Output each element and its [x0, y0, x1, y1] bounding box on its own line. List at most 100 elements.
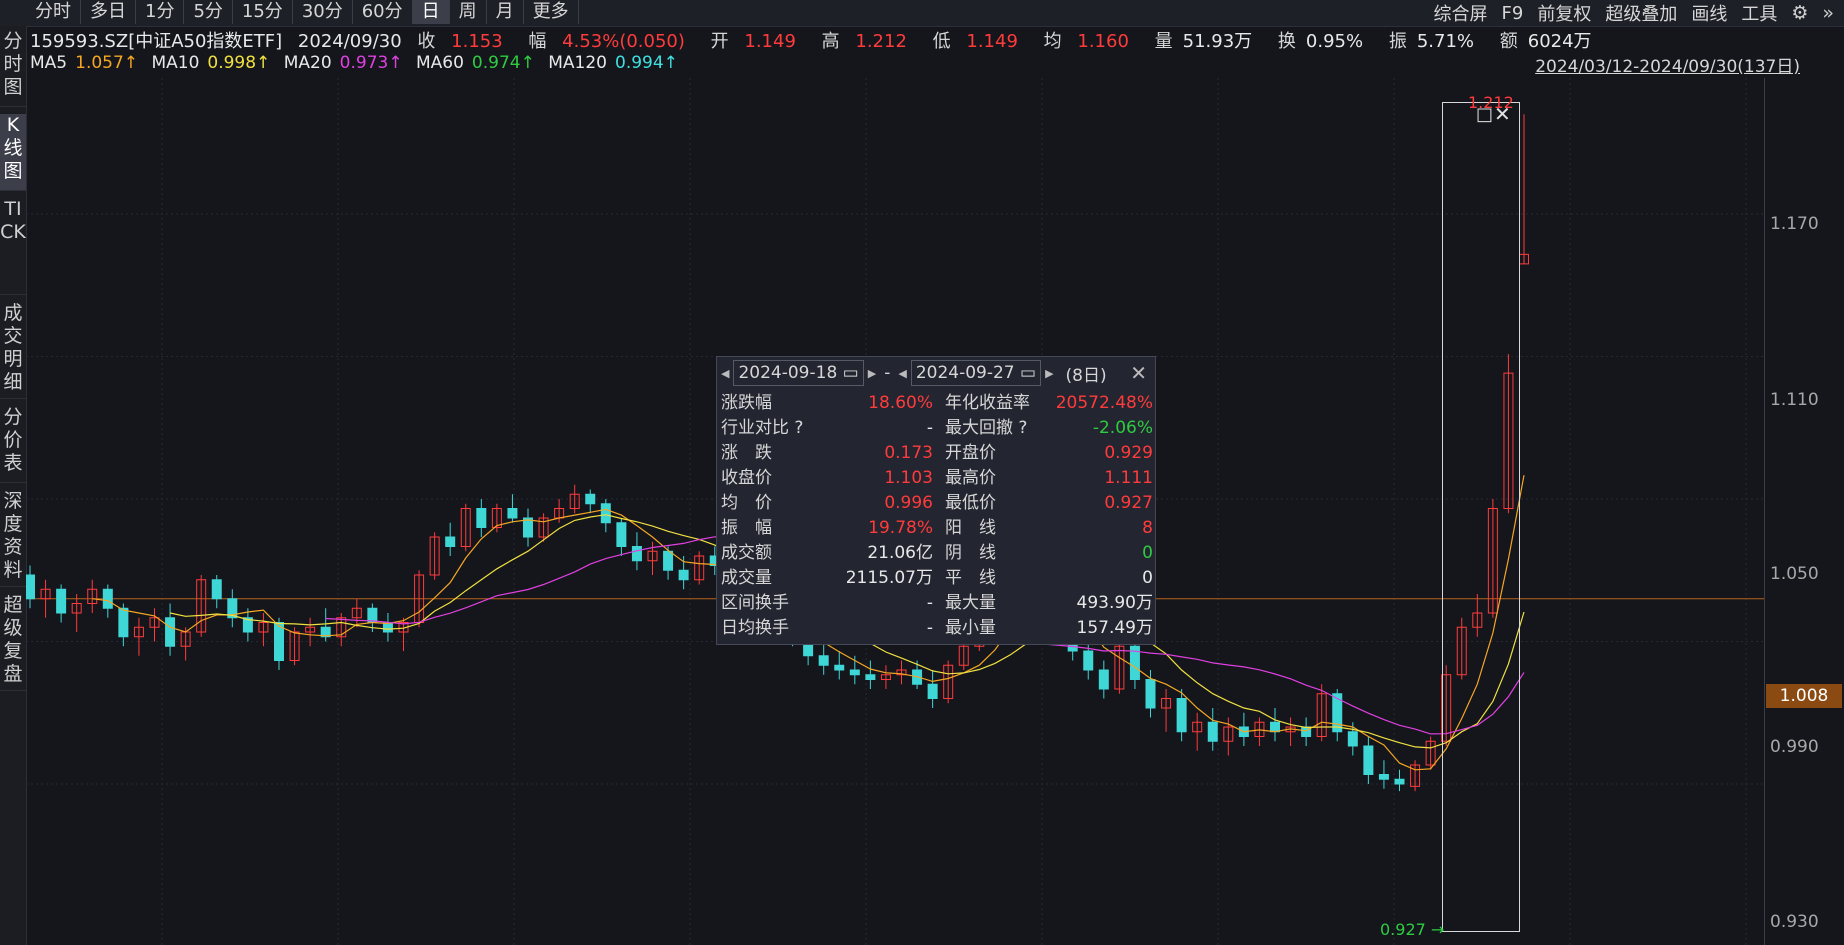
end-prev-icon[interactable]: ◀: [898, 366, 907, 380]
tab-5[interactable]: 30分: [293, 0, 353, 24]
tab-6[interactable]: 60分: [353, 0, 413, 24]
ma60-value: 0.974↑: [471, 53, 535, 73]
turnover-label: 换: [1277, 31, 1296, 52]
stats-row: 涨 跌 0.173 开盘价 0.929: [717, 441, 1155, 466]
candle-body: [1129, 645, 1140, 680]
end-date-field[interactable]: 2024-09-27 ▭: [910, 360, 1042, 386]
candle-body: [1347, 731, 1358, 747]
candle-body: [1176, 698, 1187, 733]
stat-label: 日均换手: [721, 618, 789, 638]
close-label: 收: [417, 31, 436, 52]
open-label: 开: [710, 31, 729, 52]
change-label: 幅: [528, 31, 547, 52]
close-icon[interactable]: ✕: [1494, 102, 1511, 126]
ma5-value: 1.057↑: [75, 53, 139, 73]
candle-body: [1425, 740, 1436, 766]
tab-10[interactable]: 更多: [524, 0, 579, 24]
period-tabs: 分时 多日 1分 5分 15分 30分 60分日周月更多: [26, 0, 579, 26]
tool-overlay[interactable]: 超级叠加: [1605, 4, 1678, 25]
candle-body: [1161, 698, 1172, 709]
sidebar-item-price-table[interactable]: 分价表: [0, 406, 26, 483]
stat-value: -2.06%: [1092, 418, 1153, 438]
candle-body: [865, 674, 876, 680]
candle-body: [274, 622, 284, 661]
sidebar-item-deals[interactable]: 成交明细: [0, 302, 26, 399]
stat-value: 21.06亿: [867, 543, 933, 563]
high-mark-label: 1.212: [1468, 93, 1514, 112]
sidebar-item-tick[interactable]: TICK: [0, 198, 26, 295]
stat-label: 平 线: [945, 568, 996, 588]
candle-body: [336, 617, 347, 638]
y-tick-0930: 0.930: [1770, 912, 1819, 932]
candle-body: [320, 626, 331, 638]
stat-label: 成交额: [721, 543, 772, 563]
double-chevron-icon[interactable]: »: [1822, 2, 1834, 24]
sidebar-item-depth[interactable]: 深度资料: [0, 490, 26, 587]
candle-body: [118, 607, 129, 638]
tool-fuquan[interactable]: 前复权: [1537, 4, 1592, 25]
date-range-link[interactable]: 2024/03/12-2024/09/30(137日): [1535, 57, 1800, 77]
stat-value: 0.929: [1104, 443, 1153, 463]
tool-f9[interactable]: F9: [1501, 2, 1524, 24]
candle-body: [631, 546, 642, 562]
change-value: 4.53%(0.050): [562, 31, 685, 52]
candle-body: [1316, 693, 1327, 737]
open-value: 1.149: [744, 31, 796, 52]
end-next-icon[interactable]: ▶: [1045, 366, 1054, 380]
stat-value: 0: [1142, 568, 1153, 588]
candle-body: [1254, 721, 1265, 737]
candle-body: [305, 626, 316, 633]
amplitude-value: 5.71%: [1416, 31, 1475, 52]
candle-body: [445, 536, 456, 547]
avg-label: 均: [1043, 31, 1062, 52]
interval-selection-box[interactable]: [1442, 102, 1520, 932]
stat-value: 1.111: [1104, 468, 1153, 488]
sidebar-item-review[interactable]: 超级复盘: [0, 594, 26, 691]
stat-value: 2115.07万: [845, 568, 933, 588]
tab-9[interactable]: 月: [487, 0, 524, 24]
popup-close-icon[interactable]: ✕: [1130, 361, 1147, 385]
tab-8[interactable]: 周: [450, 0, 487, 24]
candle-body: [429, 536, 440, 576]
y-tick-0990: 0.990: [1770, 737, 1819, 757]
gear-icon[interactable]: ⚙: [1791, 2, 1809, 24]
sidebar-item-kline[interactable]: K线图: [0, 114, 26, 191]
tool-tools[interactable]: 工具: [1741, 4, 1778, 25]
candle-body: [1332, 693, 1343, 733]
candle-body: [585, 493, 596, 505]
ma-bar: MA5 1.057↑ MA10 0.998↑ MA20 0.973↑ MA60 0.97…: [30, 53, 686, 73]
candle-body: [26, 574, 35, 600]
candle-body: [460, 508, 471, 547]
code-name: 159593.SZ[中证A50指数ETF]: [30, 31, 283, 52]
stats-row: 均 价 0.996 最低价 0.927: [717, 491, 1155, 516]
start-next-icon[interactable]: ▶: [867, 366, 877, 380]
current-price-tag: 1.008: [1766, 684, 1842, 708]
candle-body: [476, 508, 487, 528]
tool-draw[interactable]: 画线: [1691, 4, 1728, 25]
candle-body: [1192, 721, 1203, 733]
start-date-field[interactable]: 2024-09-18 ▭: [733, 360, 864, 386]
candle-body: [491, 508, 502, 528]
stats-row: 涨跌幅 18.60% 年化收益率 20572.48%: [717, 391, 1155, 416]
y-tick-1110: 1.110: [1770, 390, 1819, 410]
candle-body: [569, 493, 580, 509]
maximize-icon[interactable]: □: [1476, 104, 1494, 125]
stat-value: -: [926, 593, 933, 613]
candle-body: [1098, 669, 1109, 690]
tab-2[interactable]: 1分: [136, 0, 185, 24]
ma10-value: 0.998↑: [207, 53, 271, 73]
stat-value: -: [926, 618, 933, 638]
candle-body: [258, 622, 269, 633]
stat-label: 最大量: [945, 593, 996, 613]
stat-label: 均 价: [721, 493, 772, 513]
tab-4[interactable]: 15分: [233, 0, 293, 24]
tool-zonghe[interactable]: 综合屏: [1433, 4, 1488, 25]
candle-body: [56, 588, 67, 614]
tab-1[interactable]: 多日: [81, 0, 136, 24]
tab-0[interactable]: 分时: [26, 0, 81, 24]
start-prev-icon[interactable]: ◀: [721, 366, 730, 380]
sidebar-item-fenshi[interactable]: 分时图: [0, 30, 26, 107]
tab-7[interactable]: 日: [412, 0, 450, 24]
candle-body: [523, 517, 533, 538]
tab-3[interactable]: 5分: [184, 0, 233, 24]
